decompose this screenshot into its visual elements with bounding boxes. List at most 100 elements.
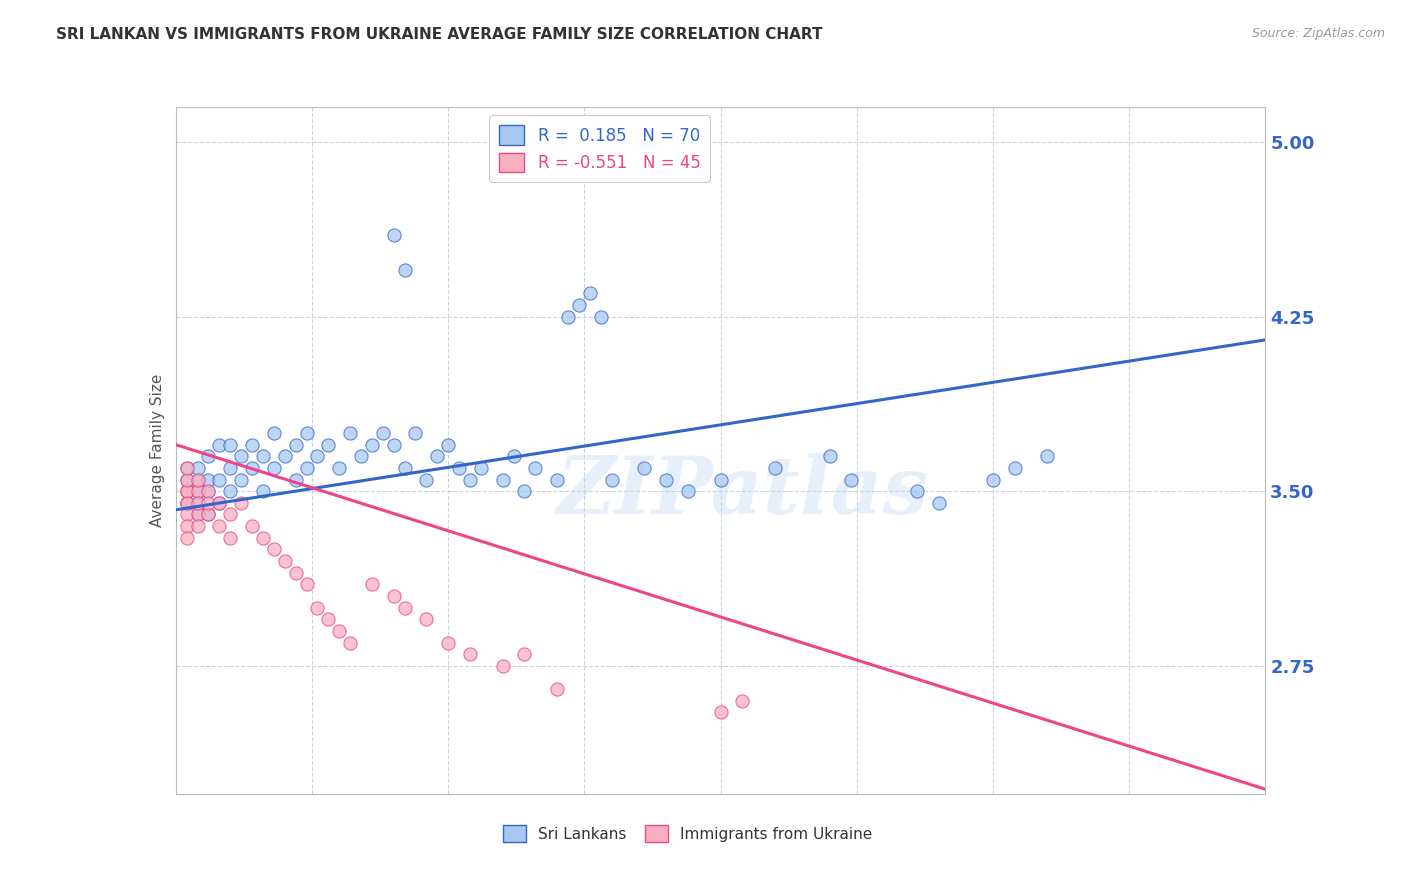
Point [382, 228, 405, 243]
Point [263, 425, 285, 440]
Point [295, 577, 318, 591]
Point [415, 473, 437, 487]
Point [841, 473, 863, 487]
Point [1004, 461, 1026, 475]
Point [197, 508, 219, 522]
Point [328, 624, 350, 638]
Point [513, 647, 536, 661]
Point [231, 450, 253, 464]
Point [176, 508, 198, 522]
Text: Source: ZipAtlas.com: Source: ZipAtlas.com [1251, 27, 1385, 40]
Point [295, 425, 318, 440]
Point [415, 612, 437, 626]
Point [208, 496, 231, 510]
Point [318, 612, 340, 626]
Point [197, 450, 219, 464]
Point [240, 461, 263, 475]
Point [546, 473, 568, 487]
Point [382, 589, 405, 603]
Point [186, 508, 209, 522]
Point [492, 473, 515, 487]
Point [328, 461, 350, 475]
Point [382, 437, 405, 451]
Point [197, 484, 219, 499]
Point [186, 473, 209, 487]
Point [219, 461, 242, 475]
Y-axis label: Average Family Size: Average Family Size [149, 374, 165, 527]
Point [318, 437, 340, 451]
Point [231, 473, 253, 487]
Point [437, 635, 460, 649]
Point [458, 473, 481, 487]
Point [731, 694, 754, 708]
Point [600, 473, 623, 487]
Point [176, 484, 198, 499]
Point [176, 519, 198, 533]
Point [176, 531, 198, 545]
Point [274, 450, 297, 464]
Point [546, 682, 568, 697]
Point [263, 542, 285, 557]
Point [186, 473, 209, 487]
Point [176, 473, 198, 487]
Point [513, 484, 536, 499]
Point [405, 425, 427, 440]
Point [905, 484, 928, 499]
Point [568, 298, 591, 312]
Point [231, 496, 253, 510]
Point [197, 508, 219, 522]
Point [1036, 450, 1059, 464]
Legend: Sri Lankans, Immigrants from Ukraine: Sri Lankans, Immigrants from Ukraine [498, 819, 879, 848]
Point [208, 496, 231, 510]
Point [186, 484, 209, 499]
Point [176, 461, 198, 475]
Point [186, 519, 209, 533]
Point [219, 484, 242, 499]
Text: ZIPatlas: ZIPatlas [557, 453, 928, 531]
Point [763, 461, 786, 475]
Point [176, 484, 198, 499]
Point [252, 531, 274, 545]
Point [197, 473, 219, 487]
Point [710, 706, 733, 720]
Point [426, 450, 449, 464]
Point [655, 473, 678, 487]
Point [176, 473, 198, 487]
Point [176, 496, 198, 510]
Point [295, 461, 318, 475]
Point [350, 450, 373, 464]
Point [339, 635, 361, 649]
Point [240, 437, 263, 451]
Point [394, 600, 416, 615]
Text: SRI LANKAN VS IMMIGRANTS FROM UKRAINE AVERAGE FAMILY SIZE CORRELATION CHART: SRI LANKAN VS IMMIGRANTS FROM UKRAINE AV… [56, 27, 823, 42]
Point [240, 519, 263, 533]
Point [818, 450, 841, 464]
Point [208, 519, 231, 533]
Point [579, 286, 602, 301]
Point [186, 484, 209, 499]
Point [394, 263, 416, 277]
Point [928, 496, 950, 510]
Point [437, 437, 460, 451]
Point [589, 310, 612, 324]
Point [263, 461, 285, 475]
Point [197, 484, 219, 499]
Point [186, 508, 209, 522]
Point [394, 461, 416, 475]
Point [284, 566, 307, 580]
Point [307, 450, 329, 464]
Point [524, 461, 547, 475]
Point [186, 496, 209, 510]
Point [176, 496, 198, 510]
Point [1199, 810, 1222, 824]
Point [252, 450, 274, 464]
Point [470, 461, 492, 475]
Point [361, 437, 384, 451]
Point [219, 508, 242, 522]
Point [197, 496, 219, 510]
Point [981, 473, 1004, 487]
Point [676, 484, 699, 499]
Point [371, 425, 394, 440]
Point [186, 496, 209, 510]
Point [1146, 798, 1168, 813]
